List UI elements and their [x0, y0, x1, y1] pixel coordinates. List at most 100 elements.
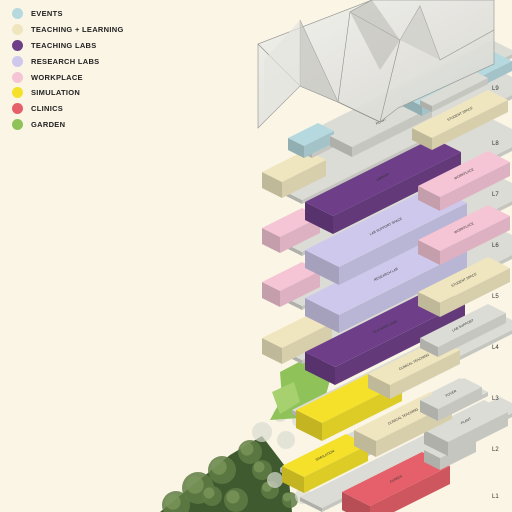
roof-facet: [300, 20, 338, 102]
block-left-face: [300, 497, 322, 512]
legend: EVENTS TEACHING + LEARNING TEACHING LABS…: [12, 6, 124, 132]
block-left-face: [296, 410, 322, 441]
legend-swatch: [12, 87, 23, 99]
tree-pale: [252, 422, 272, 442]
garden-terrace: [272, 382, 300, 414]
tree-highlight: [226, 490, 240, 504]
legend-label: TEACHING + LEARNING: [31, 25, 124, 35]
block-left-face: [330, 136, 352, 157]
legend-item-research-labs: RESEARCH LABS: [12, 53, 124, 69]
tree-highlight: [203, 487, 215, 499]
block-right-face: [280, 271, 320, 307]
level-label-l3: L3: [492, 396, 499, 402]
zone-simulation-l2: [282, 434, 368, 493]
block-left-face: [424, 430, 448, 456]
block-top-face: [420, 304, 506, 347]
legend-swatch: [12, 24, 23, 36]
legend-label: RESEARCH LABS: [31, 56, 100, 66]
roof-facet: [350, 0, 400, 70]
room-label: LIBRARY: [376, 172, 391, 182]
tree-pale: [277, 431, 295, 449]
legend-item-workplace: WORKPLACE: [12, 69, 124, 85]
tree-pale: [267, 472, 283, 488]
tree-highlight: [211, 459, 227, 475]
block-right-face: [432, 100, 508, 150]
level-labels: L9 L8 L7 L6 L5 L4 L3 L2 L1: [492, 86, 499, 500]
block-right-face: [282, 323, 332, 364]
legend-swatch: [12, 103, 23, 115]
block-left-face: [342, 492, 370, 512]
block-right-face: [339, 203, 467, 285]
legend-label: CLINICS: [31, 104, 64, 114]
block-top-face: [418, 257, 510, 303]
legend-label: GARDEN: [31, 119, 66, 129]
roof-facet: [264, 20, 300, 110]
zone-events-l8: [288, 123, 334, 158]
zone-workplace-l7: [418, 151, 510, 211]
block-left-face: [262, 172, 282, 198]
level-label-l4: L4: [492, 345, 499, 351]
block-left-face: [420, 338, 438, 357]
block-top-face: [420, 378, 482, 409]
block-left-face: [262, 338, 282, 364]
block-left-face: [420, 400, 438, 421]
block-top-face: [424, 400, 508, 442]
block-left-face: [305, 352, 335, 385]
roof-fold: [379, 39, 401, 123]
block-top-face: [282, 434, 368, 477]
block-right-face: [304, 445, 368, 493]
legend-item-events: EVENTS: [12, 6, 124, 22]
zone-research-labs-l6: [305, 186, 467, 285]
block-right-face: [390, 350, 460, 399]
block-top-face: [305, 138, 461, 216]
block-top-face: [418, 205, 510, 251]
zone-plant-l2: [424, 400, 508, 456]
block-right-face: [304, 131, 334, 158]
block-left-face: [262, 228, 280, 253]
block-left-face: [282, 466, 304, 493]
level-label-l7: L7: [492, 192, 499, 198]
zone-workplace-l5: [262, 262, 320, 307]
block-left-face: [418, 186, 440, 211]
zone-clinics-l1: [342, 452, 450, 512]
zone-teaching-l7: [262, 150, 326, 198]
block-top-face: [262, 262, 320, 291]
block-left-face: [354, 430, 376, 457]
block-left-face: [418, 240, 440, 265]
block-top-face: [262, 150, 326, 182]
legend-swatch: [12, 55, 23, 67]
block-left-face: [305, 202, 333, 234]
zone-teaching-labs-l7: [305, 138, 461, 234]
roof-glass-structure: [257, 0, 495, 129]
block-right-face: [438, 313, 506, 357]
level-label-l1: L1: [492, 494, 499, 500]
block-top-face: [420, 72, 488, 106]
block-right-face: [339, 251, 467, 333]
legend-item-garden: GARDEN: [12, 117, 124, 133]
zone-student-l8: [412, 90, 508, 150]
level-label-l6: L6: [492, 243, 499, 249]
block-left-face: [368, 374, 390, 399]
zone-workplace-l6b: [418, 205, 510, 265]
legend-label: WORKPLACE: [31, 72, 83, 82]
block-left-face: [424, 450, 440, 470]
tree-highlight: [240, 442, 254, 456]
zone-student-l5: [418, 257, 510, 317]
block-right-face: [335, 302, 465, 385]
block-right-face: [440, 162, 510, 211]
block-left-face: [305, 250, 339, 285]
legend-label: TEACHING LABS: [31, 40, 97, 50]
block-left-face: [418, 292, 440, 317]
block-top-face: [342, 452, 450, 506]
room-label: PLANT: [460, 417, 472, 425]
tree-highlight: [253, 461, 265, 473]
block-right-face: [448, 412, 508, 456]
block-right-face: [440, 268, 510, 317]
roof-facet: [400, 6, 440, 60]
room-label: FOYER: [445, 389, 458, 398]
block-right-face: [282, 160, 326, 198]
legend-label: SIMULATION: [31, 88, 81, 98]
